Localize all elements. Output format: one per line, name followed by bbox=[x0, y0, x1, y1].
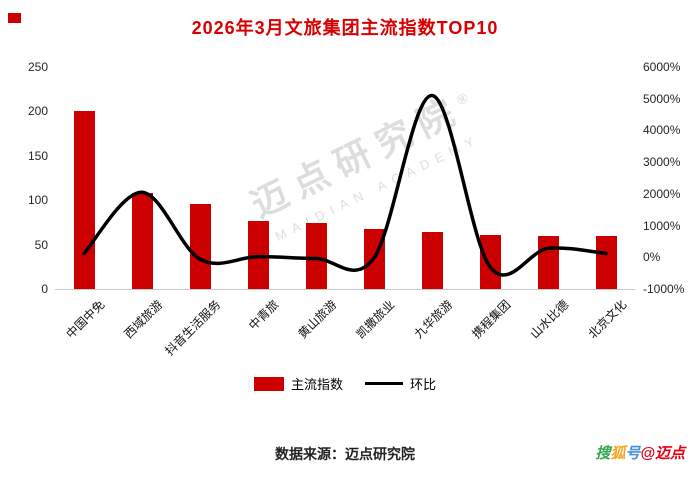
y-axis-right-tick: 0% bbox=[643, 250, 661, 265]
badge-part: 搜 bbox=[595, 445, 611, 462]
bar bbox=[73, 111, 95, 289]
x-axis-label: 黄山旅游 bbox=[295, 297, 340, 342]
x-axis-label: 抖音生活服务 bbox=[162, 297, 224, 359]
y-axis-left-tick: 50 bbox=[34, 237, 48, 252]
watermark-badge: 搜狐号@迈点 bbox=[595, 442, 685, 463]
x-axis-label: 携程集团 bbox=[469, 297, 514, 342]
y-axis-right-tick: 6000% bbox=[643, 60, 681, 74]
y-axis-right-tick: 2000% bbox=[643, 186, 681, 201]
y-axis-right-tick: 1000% bbox=[643, 218, 681, 233]
bar bbox=[305, 223, 327, 289]
source-text: 数据来源：迈点研究院 bbox=[275, 446, 415, 462]
watermark-reg: ® bbox=[454, 89, 471, 109]
y-axis-right-tick: 3000% bbox=[643, 155, 681, 170]
y-axis-left-tick: 150 bbox=[27, 148, 48, 163]
legend-item-line: 环比 bbox=[365, 374, 436, 393]
y-axis-left-tick: 0 bbox=[41, 282, 48, 296]
badge-part: 狐 bbox=[610, 445, 626, 462]
line-path bbox=[82, 93, 608, 277]
bar-legend-swatch bbox=[253, 376, 284, 391]
line-legend-swatch bbox=[365, 382, 403, 385]
chart-title: 2026年3月文旅集团主流指数TOP10 bbox=[191, 18, 499, 38]
bar bbox=[363, 228, 385, 289]
y-axis-left-tick: 200 bbox=[27, 104, 48, 119]
x-axis-label: 九华旅游 bbox=[411, 297, 456, 342]
x-axis-label: 西域旅游 bbox=[121, 297, 166, 342]
x-axis-label: 中国中免 bbox=[63, 297, 108, 342]
x-axis-line bbox=[55, 289, 635, 290]
bar bbox=[421, 232, 443, 289]
x-axis-label: 凯撒旅业 bbox=[353, 297, 398, 342]
bar bbox=[537, 235, 559, 289]
legend-label-bar: 主流指数 bbox=[290, 377, 343, 392]
y-axis-left-tick: 100 bbox=[27, 193, 48, 208]
x-axis-label: 中青旅 bbox=[245, 297, 282, 333]
x-axis-label: 北京文化 bbox=[585, 297, 630, 342]
bar bbox=[247, 220, 269, 289]
legend-item-bar: 主流指数 bbox=[253, 374, 343, 393]
y-axis-left-tick: 250 bbox=[27, 60, 48, 74]
legend: 主流指数 环比 bbox=[0, 374, 690, 393]
bar bbox=[479, 234, 501, 289]
badge-part: 号 bbox=[625, 445, 641, 462]
y-axis-right-tick: 5000% bbox=[643, 91, 681, 106]
x-axis-label: 山水比德 bbox=[527, 297, 572, 342]
bar bbox=[189, 203, 211, 289]
legend-label-line: 环比 bbox=[410, 377, 437, 392]
bar bbox=[131, 193, 153, 289]
watermark-line1: 迈点研究院® bbox=[244, 87, 471, 226]
y-axis-right-tick: 4000% bbox=[643, 123, 681, 138]
corner-marker bbox=[8, 13, 21, 23]
badge-part: @迈点 bbox=[640, 445, 685, 462]
bar bbox=[595, 235, 617, 289]
y-axis-right-tick: -1000% bbox=[643, 282, 685, 296]
